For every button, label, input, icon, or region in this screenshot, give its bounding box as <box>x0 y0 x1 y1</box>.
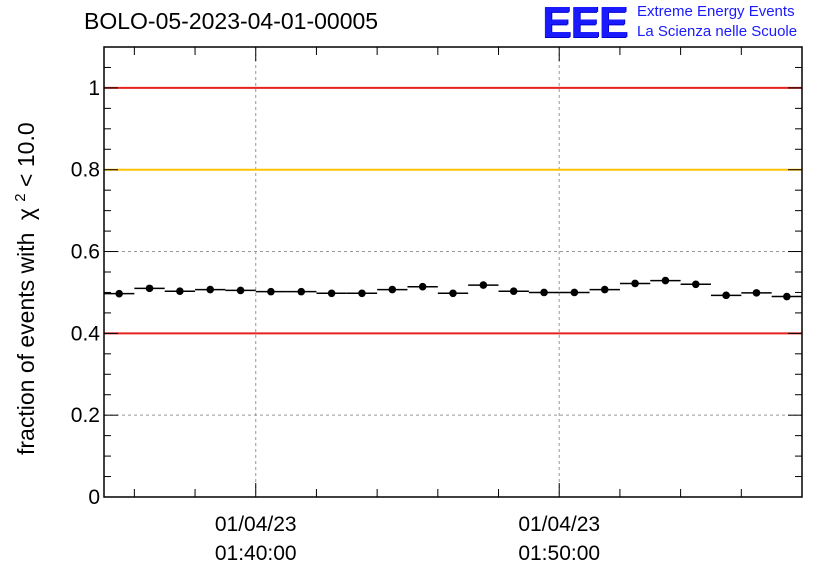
point-marker <box>358 289 366 298</box>
x-tick-label-time: 01:40:00 <box>215 542 297 565</box>
data-points <box>104 276 802 301</box>
point-marker <box>783 292 791 301</box>
data-point <box>528 288 560 297</box>
point-marker <box>570 288 579 297</box>
point-marker <box>267 287 275 296</box>
point-marker <box>327 289 336 298</box>
point-marker <box>145 284 154 293</box>
x-tick-label-date: 01/04/23 <box>518 513 600 536</box>
y-tick-label: 0 <box>88 486 100 509</box>
data-point <box>498 287 529 296</box>
point-marker <box>297 287 306 296</box>
data-point <box>680 280 711 289</box>
data-point <box>316 289 347 298</box>
x-tick-label-time: 01:50:00 <box>518 542 600 565</box>
point-marker <box>691 280 700 289</box>
x-tick-labels: 01/04/23 01:40:00 01/04/23 01:50:00 <box>215 513 600 565</box>
point-marker <box>509 287 518 296</box>
data-point <box>164 287 196 296</box>
point-marker <box>418 282 427 291</box>
point-marker <box>631 279 639 288</box>
y-axis-label-symbol: χ <box>13 208 39 220</box>
eee-logo-mark: EEE <box>542 0 628 47</box>
reference-lines <box>104 86 802 335</box>
y-tick-labels: 0 0.2 0.4 0.6 0.8 1 <box>71 77 101 509</box>
data-point <box>771 292 802 301</box>
data-point <box>255 287 287 296</box>
point-marker <box>661 276 670 285</box>
point-marker <box>752 289 761 297</box>
data-point <box>407 282 438 291</box>
point-marker <box>236 286 245 295</box>
data-point <box>741 289 772 297</box>
axis-ticks <box>104 46 803 498</box>
plot-border <box>103 46 803 498</box>
data-point <box>377 285 408 294</box>
data-point <box>286 287 317 296</box>
point-marker <box>722 291 730 300</box>
y-axis-label: fraction of events with χ 2 < 10.0 <box>4 122 39 455</box>
x-tick-label-date: 01/04/23 <box>215 513 297 536</box>
point-marker <box>479 281 488 289</box>
grid-lines <box>104 47 802 497</box>
point-marker <box>600 285 609 294</box>
data-point <box>346 289 378 298</box>
data-point <box>619 279 651 288</box>
point-marker <box>206 285 215 294</box>
y-tick-label: 0.4 <box>71 322 101 345</box>
point-marker <box>388 285 397 294</box>
point-marker <box>449 289 457 298</box>
eee-logo: EEE Extreme Energy Events La Scienza nel… <box>542 0 832 46</box>
y-axis-label-sup: 2 <box>12 193 29 201</box>
logo-line-2: La Scienza nelle Scuole <box>637 23 798 40</box>
point-marker <box>176 287 184 296</box>
chart-title: BOLO-05-2023-04-01-00005 <box>84 8 379 34</box>
data-point <box>195 285 226 294</box>
y-tick-label: 0.6 <box>71 241 100 264</box>
point-marker <box>540 288 548 297</box>
y-tick-label: 0.2 <box>71 404 100 427</box>
data-point <box>559 288 590 297</box>
data-point <box>468 281 499 289</box>
data-point <box>589 285 620 294</box>
y-tick-label: 1 <box>88 77 100 100</box>
data-point <box>650 276 681 285</box>
data-point <box>104 289 135 298</box>
y-axis-label-suffix: < 10.0 <box>13 122 39 187</box>
y-tick-label: 0.8 <box>71 159 100 182</box>
data-point <box>134 284 165 293</box>
data-point <box>710 291 742 300</box>
logo-line-1: Extreme Energy Events <box>637 3 795 20</box>
y-axis-label-prefix: fraction of events with <box>13 233 39 455</box>
plot-frame <box>103 46 803 498</box>
point-marker <box>115 289 123 298</box>
data-point <box>437 289 469 298</box>
data-point <box>225 286 256 295</box>
